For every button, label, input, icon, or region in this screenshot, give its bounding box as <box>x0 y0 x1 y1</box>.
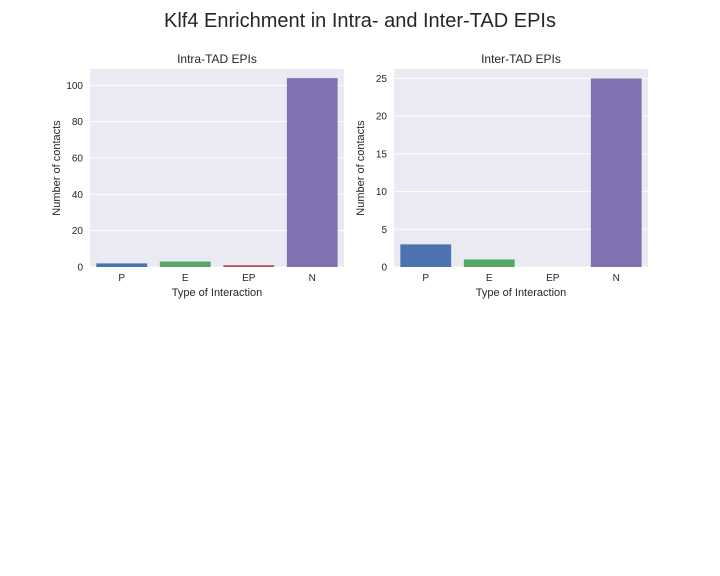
x-tick-label: E <box>486 273 493 284</box>
y-tick-label: 0 <box>77 263 83 274</box>
bar-p <box>400 244 452 267</box>
x-tick-label: EP <box>242 273 256 284</box>
bar-n <box>286 78 338 267</box>
y-tick-label: 20 <box>72 226 84 237</box>
bar-e <box>159 261 211 267</box>
x-tick-label: E <box>182 273 189 284</box>
figure-title: Klf4 Enrichment in Intra- and Inter-TAD … <box>164 10 556 32</box>
y-tick-label: 100 <box>66 81 83 92</box>
y-tick-label: 15 <box>376 149 388 160</box>
x-tick-label: P <box>118 273 125 284</box>
panel-intra-tad: 0 20 40 60 80 100 P E EP N Intra-TAD EPIs Type of I… <box>51 52 344 299</box>
y-axis-label: Number of contacts <box>355 120 367 216</box>
y-tick-label: 40 <box>72 190 84 201</box>
bar-e <box>463 259 515 267</box>
panel-inter-tad: 0 5 10 15 20 25 P E EP N Inter-TAD EPIs Type of Int… <box>355 52 648 299</box>
y-tick-label: 60 <box>72 154 84 165</box>
y-tick-label: 5 <box>381 225 387 236</box>
y-tick-label: 25 <box>376 74 388 85</box>
x-tick-label: P <box>422 273 429 284</box>
y-tick-label: 20 <box>376 112 388 123</box>
y-axis-label: Number of contacts <box>51 120 63 216</box>
panel-title: Inter-TAD EPIs <box>481 52 561 66</box>
bar-ep <box>223 265 275 267</box>
x-tick-label: N <box>309 273 316 284</box>
x-axis-label: Type of Interaction <box>172 287 263 299</box>
x-axis-label: Type of Interaction <box>476 287 567 299</box>
x-tick-label: EP <box>546 273 560 284</box>
y-tick-label: 0 <box>381 263 387 274</box>
bar-n <box>590 78 642 267</box>
y-tick-label: 80 <box>72 117 84 128</box>
y-tick-label: 10 <box>376 187 388 198</box>
bar-p <box>96 263 148 267</box>
x-tick-label: N <box>613 273 620 284</box>
panel-title: Intra-TAD EPIs <box>177 52 257 66</box>
